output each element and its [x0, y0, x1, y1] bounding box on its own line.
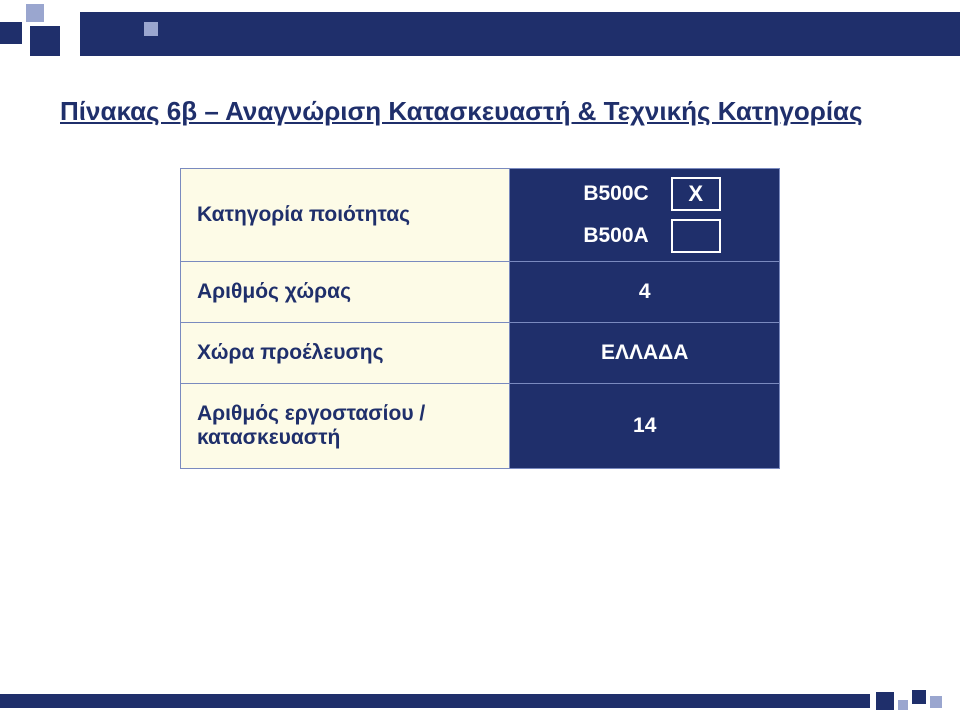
- row-value-country-number: 4: [510, 262, 780, 323]
- quality-checkbox: Χ: [671, 177, 721, 211]
- top-decoration-bar: [0, 4, 960, 64]
- identification-table: Κατηγορία ποιότητας B500C Χ B500A Αριθμό…: [180, 168, 780, 469]
- square-decoration: [876, 692, 894, 710]
- quality-code: B500C: [569, 182, 649, 206]
- quality-checkbox: [671, 219, 721, 253]
- quality-option: B500C Χ: [510, 177, 779, 211]
- square-decoration: [26, 4, 44, 22]
- row-label-country-number: Αριθμός χώρας: [181, 262, 510, 323]
- bottom-decoration-squares: [870, 690, 960, 712]
- row-value-country-origin: ΕΛΛΑΔΑ: [510, 323, 780, 384]
- square-decoration: [30, 26, 60, 56]
- square-decoration: [144, 22, 158, 36]
- table-row: Αριθμός χώρας 4: [181, 262, 780, 323]
- top-decoration-squares: [0, 4, 80, 64]
- row-label-quality-category: Κατηγορία ποιότητας: [181, 169, 510, 262]
- square-decoration: [0, 22, 22, 44]
- table-row: Αριθμός εργοστασίου / κατασκευαστή 14: [181, 384, 780, 469]
- slide: Πίνακας 6β – Αναγνώριση Κατασκευαστή & Τ…: [0, 0, 960, 716]
- square-decoration: [898, 700, 908, 710]
- table-row: Χώρα προέλευσης ΕΛΛΑΔΑ: [181, 323, 780, 384]
- slide-title: Πίνακας 6β – Αναγνώριση Κατασκευαστή & Τ…: [60, 96, 863, 127]
- row-label-factory-number: Αριθμός εργοστασίου / κατασκευαστή: [181, 384, 510, 469]
- table-row: Κατηγορία ποιότητας B500C Χ B500A: [181, 169, 780, 262]
- bottom-band: [0, 694, 870, 708]
- top-band: [80, 12, 960, 56]
- square-decoration: [912, 690, 926, 704]
- quality-options-cell: B500C Χ B500A: [510, 169, 780, 262]
- quality-code: B500A: [569, 224, 649, 248]
- quality-option: B500A: [510, 219, 779, 253]
- row-label-country-origin: Χώρα προέλευσης: [181, 323, 510, 384]
- row-value-factory-number: 14: [510, 384, 780, 469]
- bottom-decoration-bar: [0, 690, 960, 712]
- square-decoration: [930, 696, 942, 708]
